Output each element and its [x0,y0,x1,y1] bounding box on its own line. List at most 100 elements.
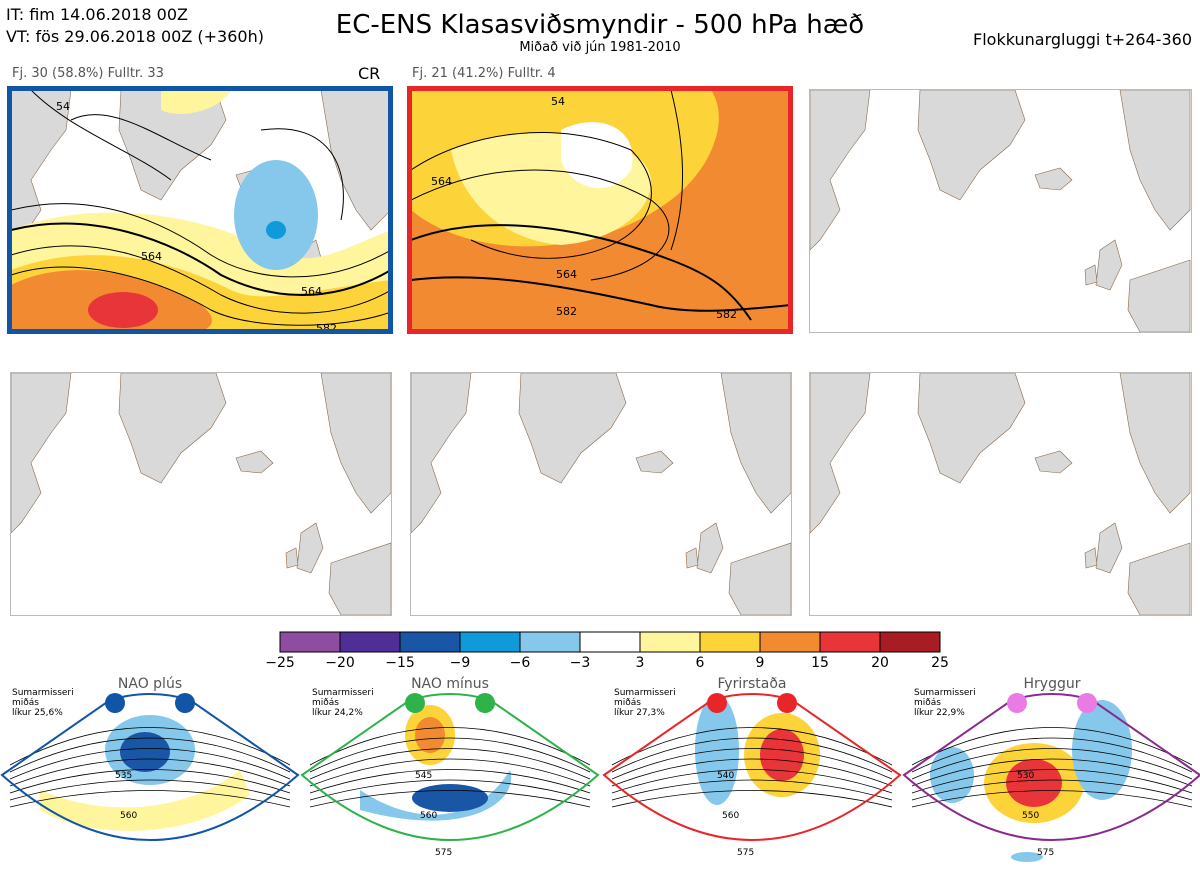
contour-label: 582 [716,308,737,321]
valid-time: VT: fös 29.06.2018 00Z (+360h) [6,27,264,46]
regime-dot [105,693,125,713]
height-contour [9,748,291,780]
colorbar-tick-label: −20 [325,655,355,671]
panel-1-label: Fj. 30 (58.8%) Fulltr. 33 [12,66,164,81]
landmass-canada [810,373,871,534]
colorbar-bin [459,631,521,653]
anomaly-negative [695,695,739,805]
landmass-greenland [118,373,227,484]
cluster-window: Flokkunargluggi t+264-360 [973,30,1192,49]
empty-map-4 [10,372,392,616]
colorbar-bin [699,631,761,653]
landmass-greenland [118,90,227,201]
regime-note: Sumarmisseri miðás líkur 22,9% [914,688,976,718]
height-contour [611,769,893,794]
regime-title: Fyrirstaða [717,676,787,692]
regime-frame [902,693,1200,841]
contour-label: 545 [415,771,432,781]
anomaly-neutral [561,122,633,189]
height-contour [911,748,1193,780]
height-contour [9,737,291,773]
height-contour [11,266,391,326]
landmass-greenland [917,90,1026,201]
regime-title: NAO plús [117,676,183,692]
height-contour [611,737,893,773]
regime-dot [1007,693,1027,713]
colorbar-tick-label: −3 [569,655,591,671]
colorbar-bin [879,631,941,653]
colorbar-tick-label: 3 [635,655,645,671]
cluster-map-1[interactable]: 564 564 582 54 [10,89,392,333]
colorbar-tick-label: −25 [265,655,295,671]
landmass-iceland [1034,167,1073,191]
colorbar-tick-label: 20 [871,655,889,671]
contour-label: 535 [115,771,132,781]
landmass-ireland [685,547,699,569]
landmass-scandinavia [320,90,391,231]
anomaly-positive-core [415,717,445,753]
anomaly-positive-north [161,90,231,114]
height-contour [611,748,893,780]
cluster-map-2[interactable]: 564 582 564 54 582 [410,89,792,333]
colorbar-bin [819,631,881,653]
landmass-greenland [917,373,1026,484]
height-contour [11,203,391,278]
colorbar-tick-label: 25 [931,655,949,671]
contour-label: 575 [1037,848,1054,858]
height-contour [9,769,291,794]
contour-label: 564 [556,268,577,281]
colorbar-bin [279,631,341,653]
landmass-iceland [1034,450,1073,474]
landmass-europe [1127,542,1191,615]
height-contour [411,169,670,281]
height-contour [9,779,291,801]
landmass-canada [11,373,72,534]
height-contour [70,114,212,161]
height-contour [611,727,893,766]
anomaly-negative [234,160,318,270]
contour-label: 564 [301,285,322,298]
initial-time: IT: fim 14.06.2018 00Z [6,5,188,24]
height-contour [911,790,1193,808]
contour-label: 540 [717,771,734,781]
empty-map-5 [410,372,792,616]
height-contour [260,128,344,221]
landmass-iceland [235,450,274,474]
height-contour [309,790,591,808]
anomaly-negative-south [1011,852,1043,862]
landmass-britain [696,522,724,574]
colorbar-tick-label: −9 [449,655,471,671]
run-info: IT: fim 14.06.2018 00Z VT: fös 29.06.201… [6,4,264,48]
empty-map-3 [809,89,1192,333]
regime-panel: 530 550 575 [902,693,1200,862]
colorbar-tick-label: −6 [509,655,531,671]
regime-frame [602,693,902,841]
height-contour [309,737,591,773]
colorbar-bin [339,631,401,653]
regime-dot [777,693,797,713]
contour-label: 560 [722,811,739,821]
height-contour [309,779,591,801]
regime-dot [475,693,495,713]
regime-dot [405,693,425,713]
height-contour [309,748,591,780]
height-contour [911,758,1193,787]
landmass-britain [1095,239,1123,291]
anomaly-positive-core [760,729,804,781]
regime-dot [1077,693,1097,713]
colorbar-tick-label: 15 [811,655,829,671]
height-contour [9,790,291,808]
colorbar-bin [519,631,581,653]
regime-panel: 545 560 575 [300,693,600,858]
contour-label: 54 [56,100,70,113]
height-contour [11,245,391,314]
page-subtitle: Miðað við jún 1981-2010 [519,40,681,55]
height-contour [611,790,893,808]
contour-label: 530 [1017,771,1034,781]
height-contour [911,727,1193,766]
anomaly-positive [40,770,250,831]
anomaly-negative-core [412,784,488,812]
colorbar-bin [639,631,701,653]
landmass-canada [810,90,871,251]
landmass-britain [296,522,324,574]
